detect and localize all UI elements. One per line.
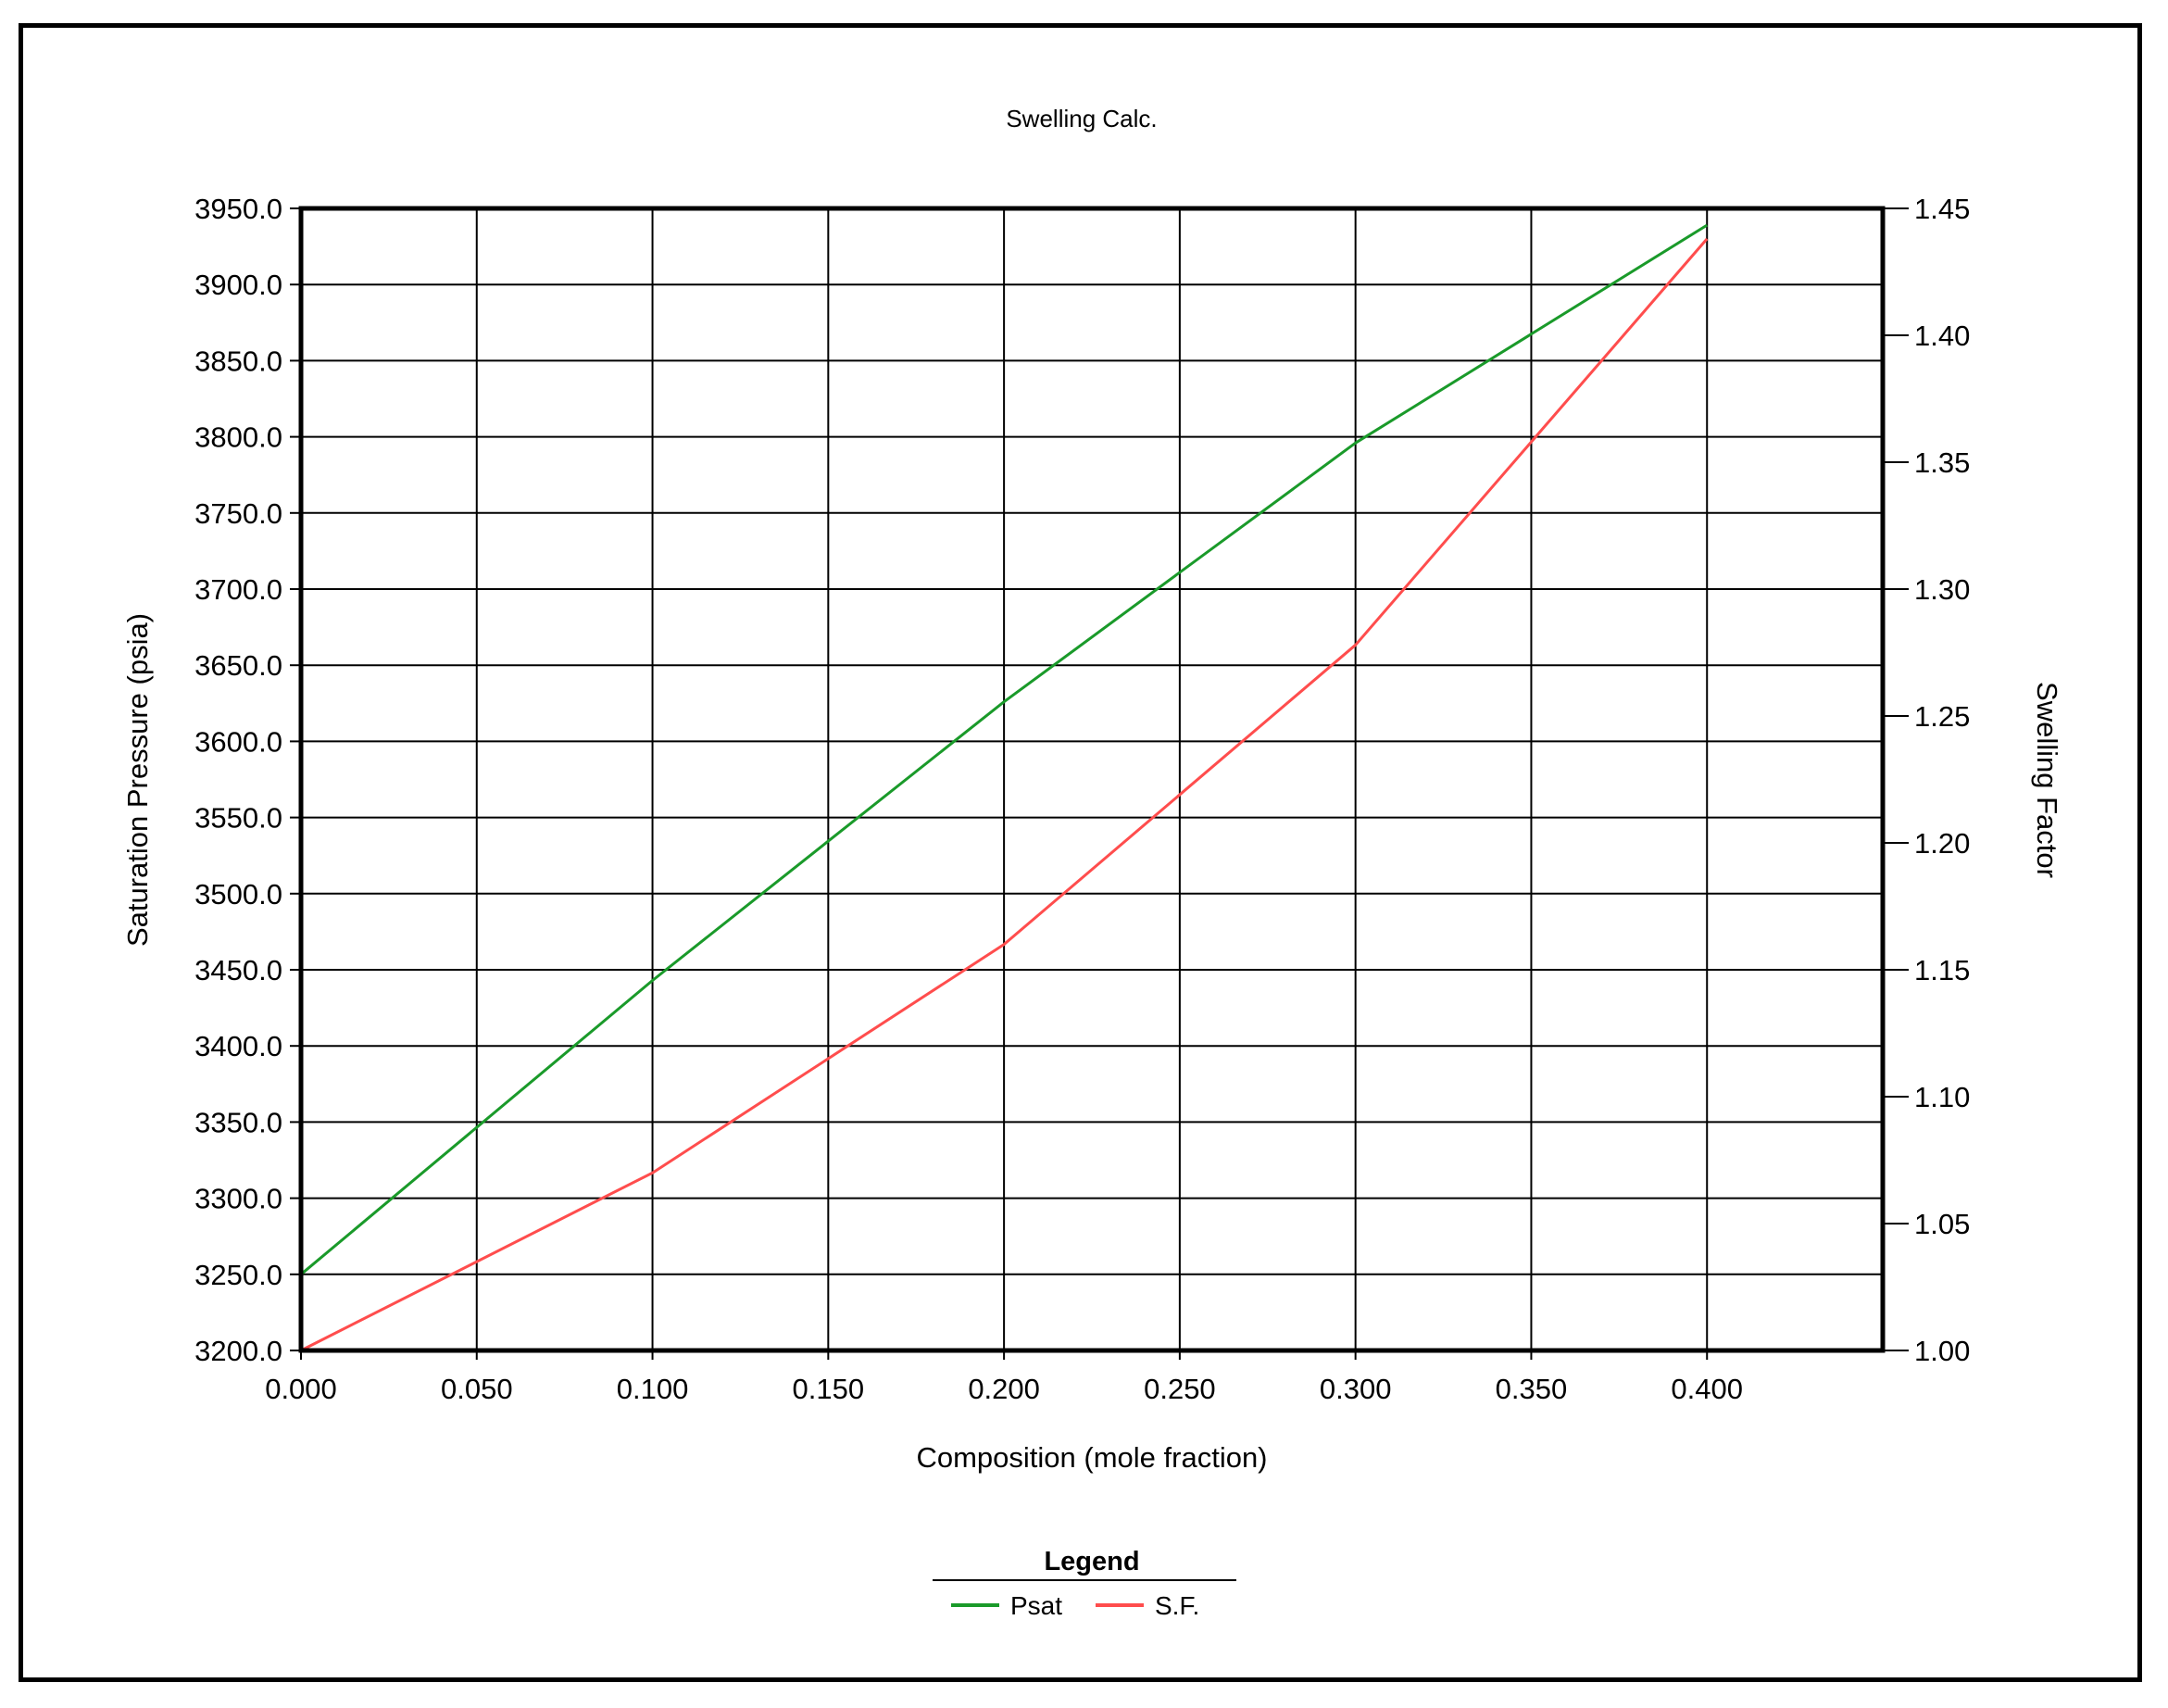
y-tick-label: 3500.0	[194, 878, 282, 911]
y2-tick-label: 1.35	[1914, 446, 1970, 479]
x-axis-title: Composition (mole fraction)	[916, 1441, 1267, 1474]
y-tick-label: 3550.0	[194, 802, 282, 835]
x-tick-label: 0.250	[1144, 1373, 1216, 1405]
x-tick-label: 0.350	[1496, 1373, 1568, 1405]
legend: Legend Psat S.F.	[933, 1547, 1236, 1620]
x-tick-label: 0.000	[265, 1373, 337, 1405]
y2-tick-label: 1.40	[1914, 320, 1970, 352]
x-tick-label: 0.150	[793, 1373, 865, 1405]
legend-label-psat: Psat	[1010, 1591, 1062, 1620]
chart-frame	[19, 23, 2142, 1682]
y-tick-label: 3650.0	[194, 649, 282, 682]
y-tick-label: 3800.0	[194, 421, 282, 454]
y-tick-label: 3600.0	[194, 725, 282, 758]
y-tick-label: 3750.0	[194, 497, 282, 530]
y-tick-label: 3350.0	[194, 1106, 282, 1138]
y-tick-label: 3250.0	[194, 1259, 282, 1291]
y2-tick-label: 1.00	[1914, 1335, 1970, 1367]
y-tick-label: 3900.0	[194, 269, 282, 301]
x-tick-label: 0.300	[1320, 1373, 1392, 1405]
y2-tick-label: 1.30	[1914, 573, 1970, 606]
y2-tick-label: 1.20	[1914, 827, 1970, 860]
x-tick-label: 0.200	[968, 1373, 1040, 1405]
plot-area-border	[298, 206, 1886, 1353]
legend-label-s-f: S.F.	[1155, 1591, 1199, 1620]
y2-axis-title: Swelling Factor	[2031, 682, 2063, 878]
grid-layer	[301, 208, 1883, 1350]
x-tick-label: 0.100	[617, 1373, 689, 1405]
y2-tick-label: 1.45	[1914, 193, 1970, 225]
series-layer	[300, 223, 1709, 1352]
y-tick-label: 3300.0	[194, 1183, 282, 1215]
y2-tick-label: 1.25	[1914, 700, 1970, 733]
y-tick-label: 3850.0	[194, 345, 282, 377]
series-line-psat	[300, 223, 1708, 1275]
x-tick-label: 0.400	[1671, 1373, 1743, 1405]
y-tick-label: 3200.0	[194, 1335, 282, 1367]
x-tick-label: 0.050	[441, 1373, 513, 1405]
y-axis-title: Saturation Pressure (psia)	[121, 613, 154, 947]
legend-items: Psat S.F.	[951, 1591, 1199, 1620]
legend-title: Legend	[1044, 1547, 1139, 1576]
axis-layer: 0.000 0.050 0.100 0.150 0.200 0.250 0.300 0.350…	[194, 193, 1970, 1405]
y-tick-label: 3700.0	[194, 573, 282, 606]
y2-tick-label: 1.05	[1914, 1208, 1970, 1240]
y-tick-label: 3950.0	[194, 193, 282, 225]
chart-title: Swelling Calc.	[1006, 105, 1157, 132]
y-tick-label: 3450.0	[194, 954, 282, 986]
y2-tick-label: 1.15	[1914, 954, 1970, 986]
y2-tick-label: 1.10	[1914, 1081, 1970, 1113]
y-tick-label: 3400.0	[194, 1030, 282, 1062]
series-line-s-f	[300, 237, 1709, 1352]
